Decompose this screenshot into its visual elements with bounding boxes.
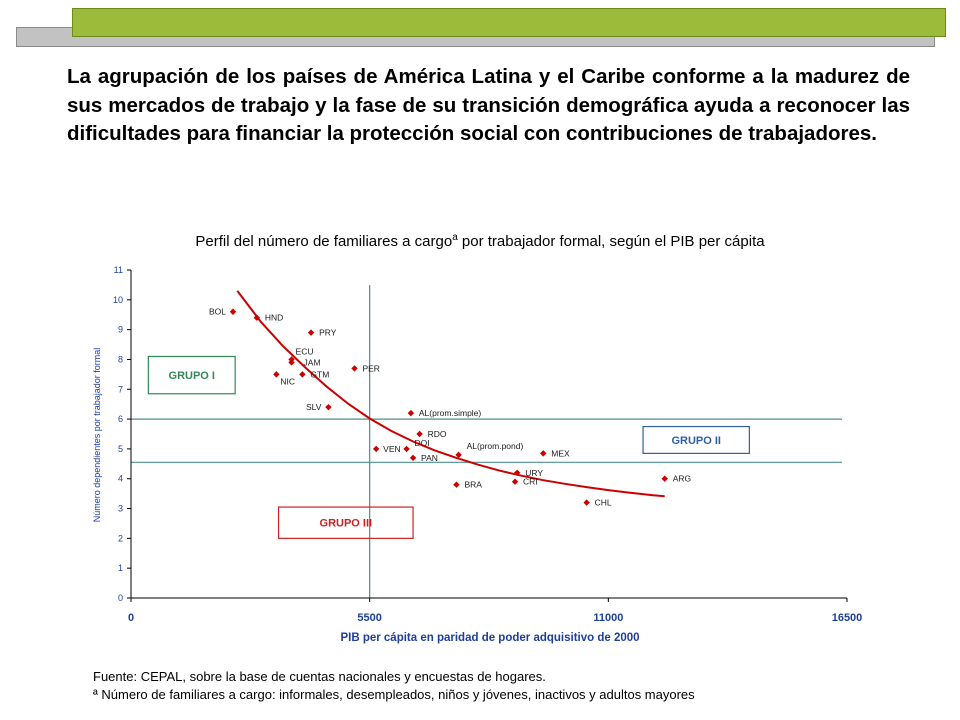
y-tick-label: 1 (118, 563, 123, 573)
footnotes: Fuente: CEPAL, sobre la base de cuentas … (93, 668, 695, 704)
data-point-label: AL(prom.simple) (419, 408, 482, 418)
data-point-label: PRY (319, 328, 337, 338)
y-tick-label: 9 (118, 325, 123, 335)
chart-title-rest: por trabajador formal, según el PIB per … (457, 233, 765, 250)
trend-curve (236, 290, 665, 498)
y-tick-label: 4 (118, 474, 123, 484)
group-box-3 (277, 506, 414, 539)
y-tick-label: 3 (118, 504, 123, 514)
y-axis-label: Número dependientes por trabajador forma… (92, 348, 102, 523)
data-point-label: ECU (296, 346, 314, 356)
data-point-label: CRI (523, 477, 538, 487)
data-point (229, 308, 237, 315)
chart-title: Perfil del número de familiares a cargoa… (0, 232, 960, 250)
x-tick-label: 11000 (593, 612, 623, 624)
y-tick-label: 2 (118, 533, 123, 543)
y-tick-label: 11 (114, 265, 123, 275)
data-point (273, 371, 280, 378)
x-axis-label: PIB per cápita en paridad de poder adqui… (340, 632, 639, 644)
data-point-label: VEN (383, 444, 400, 454)
y-tick-label: 8 (118, 354, 123, 364)
data-point (661, 475, 668, 482)
group-box-1 (147, 355, 236, 395)
group-label-1: GRUPO I (169, 370, 215, 382)
y-tick-label: 6 (118, 414, 123, 424)
data-point-label: GTM (310, 369, 329, 379)
x-tick-label: 5500 (357, 612, 381, 624)
data-point-label: SLV (306, 402, 322, 412)
data-point-label: NIC (280, 376, 295, 386)
chart-title-superscript: a (452, 232, 458, 243)
data-point (453, 481, 460, 488)
data-point (514, 469, 521, 476)
group-label-2: GRUPO II (671, 435, 721, 447)
data-point-label: BOL (209, 307, 226, 317)
data-point-label: CHL (595, 498, 612, 508)
intro-paragraph: La agrupación de los países de América L… (67, 65, 910, 145)
data-point-label: URY (525, 468, 543, 478)
x-tick-label: 0 (128, 612, 134, 624)
data-point-label: PAN (421, 453, 438, 463)
chart-title-main: Perfil del número de familiares a cargo (195, 233, 453, 250)
data-point (307, 329, 315, 336)
group-annotations: GRUPO I GRUPO II GRUPO III (147, 355, 750, 539)
reference-lines (131, 285, 842, 598)
data-point (416, 430, 423, 438)
data-point-label: ARG (673, 474, 691, 484)
group-box-2 (642, 425, 750, 454)
data-point (372, 445, 380, 453)
data-point-label: JAM (304, 357, 321, 367)
header-bar-green (72, 8, 946, 37)
data-point (511, 478, 519, 485)
data-point-label: PER (362, 363, 379, 373)
data-point (351, 365, 358, 372)
y-tick-label: 7 (118, 384, 123, 394)
y-tick-label: 10 (113, 295, 123, 305)
data-point-label: HND (265, 313, 283, 323)
data-point-label: MEX (551, 448, 570, 458)
data-point-label: AL(prom.pond) (467, 441, 524, 451)
axes: 0 1 2 3 4 5 6 7 8 9 10 11 0 5500 11000 16500 (113, 265, 862, 624)
data-point (409, 454, 417, 462)
data-point (407, 409, 415, 417)
data-point (540, 450, 547, 457)
source-note: Fuente: CEPAL, sobre la base de cuentas … (93, 669, 546, 684)
trend-curve-layer (236, 290, 665, 498)
data-point-label: BRA (464, 480, 482, 490)
data-point (403, 445, 410, 453)
data-point-label: DOI (415, 438, 430, 448)
data-point (455, 451, 462, 459)
definition-note: ª Número de familiares a cargo: informal… (93, 687, 695, 702)
data-point (325, 403, 332, 411)
data-point-label: RDO (428, 429, 447, 439)
data-point (288, 359, 295, 366)
data-point (253, 314, 261, 321)
y-tick-label: 0 (118, 593, 123, 603)
group-label-3: GRUPO III (320, 518, 373, 530)
data-point (583, 499, 590, 506)
data-point (299, 371, 306, 378)
x-tick-label: 16500 (832, 612, 863, 624)
y-tick-label: 5 (118, 444, 123, 454)
